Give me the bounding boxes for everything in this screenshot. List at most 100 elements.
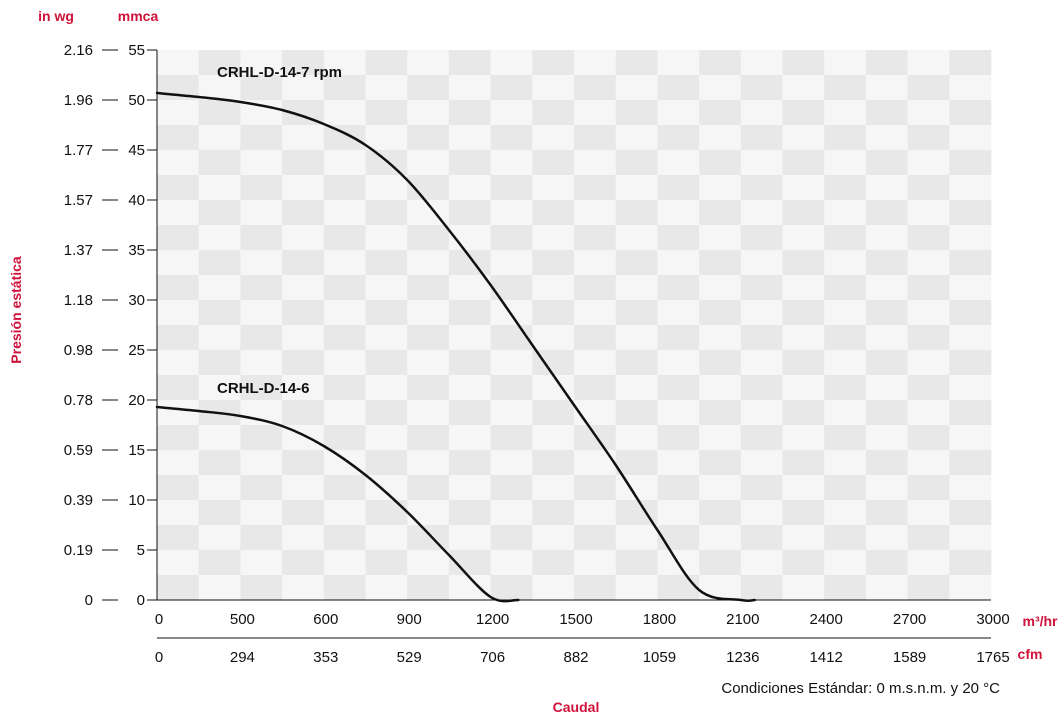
grid-cell xyxy=(490,425,533,451)
series-label-1: CRHL-D-14-7 rpm xyxy=(217,64,342,81)
grid-cell xyxy=(824,175,867,201)
y-tick-label-mmca: 40 xyxy=(128,192,145,209)
grid-cell xyxy=(574,300,616,326)
grid-cell xyxy=(699,350,742,376)
grid-cell xyxy=(949,475,992,501)
grid-cell xyxy=(865,75,908,101)
grid-cell xyxy=(365,500,408,526)
grid-cell xyxy=(365,50,408,76)
grid-cell xyxy=(323,150,366,176)
grid-cell xyxy=(532,450,575,476)
grid-cell xyxy=(198,525,241,551)
y-tick-label-inwg: 1.77 xyxy=(64,142,93,159)
grid-cell xyxy=(532,475,575,501)
x-tick-label-cfm: 882 xyxy=(563,649,588,666)
grid-cell xyxy=(448,500,491,526)
grid-cell xyxy=(782,350,825,376)
y-tick-label-inwg: 0.78 xyxy=(64,392,93,409)
x-tick-label-cfm: 706 xyxy=(480,649,505,666)
grid-cell xyxy=(490,50,533,76)
grid-cell xyxy=(282,50,325,76)
grid-cell xyxy=(157,375,199,401)
grid-cell xyxy=(323,125,366,151)
grid-cell xyxy=(198,125,241,151)
grid-cell xyxy=(407,125,450,151)
labels-layer: 0050.19100.39150.59200.78250.98301.18351… xyxy=(8,8,1058,715)
y-unit-right: mmca xyxy=(118,8,159,24)
grid-cell xyxy=(282,400,325,426)
x-tick-label-cfm: 1059 xyxy=(643,649,676,666)
grid-cell xyxy=(740,100,783,126)
grid-cell xyxy=(448,100,491,126)
x-tick-label-m3hr: 1500 xyxy=(559,611,592,628)
grid-cell xyxy=(782,250,825,276)
grid-cell xyxy=(907,100,950,126)
grid-cell xyxy=(574,400,616,426)
grid-cell xyxy=(157,150,199,176)
grid-cell xyxy=(490,350,533,376)
grid-cell xyxy=(949,525,992,551)
grid-cell xyxy=(490,525,533,551)
grid-cell xyxy=(448,75,491,101)
grid-cell xyxy=(365,350,408,376)
grid-cell xyxy=(949,450,992,476)
grid-cell xyxy=(323,50,366,76)
grid-cell xyxy=(198,75,241,101)
grid-cell xyxy=(657,500,700,526)
grid-cell xyxy=(365,200,408,226)
grid-cell xyxy=(323,275,366,301)
grid-cell xyxy=(448,150,491,176)
grid-cell xyxy=(865,525,908,551)
grid-cell xyxy=(323,175,366,201)
series-line-1 xyxy=(155,91,756,602)
grid-cell xyxy=(532,300,575,326)
grid-cell xyxy=(740,75,783,101)
grid-cell xyxy=(824,475,867,501)
grid-cell xyxy=(699,250,742,276)
grid-cell xyxy=(574,350,616,376)
grid-cell xyxy=(323,350,366,376)
grid-cell xyxy=(699,450,742,476)
grid-cell xyxy=(448,400,491,426)
grid-cell xyxy=(824,425,867,451)
grid-cell xyxy=(657,425,700,451)
x-tick-label-m3hr: 900 xyxy=(397,611,422,628)
grid-cell xyxy=(490,250,533,276)
grid-cell xyxy=(323,200,366,226)
grid-cell xyxy=(323,250,366,276)
grid-cell xyxy=(699,275,742,301)
grid-cell xyxy=(574,275,616,301)
x-tick-label-m3hr: 3000 xyxy=(976,611,1009,628)
grid-cell xyxy=(824,375,867,401)
grid-cell xyxy=(365,125,408,151)
grid-cell xyxy=(282,75,325,101)
grid-cell xyxy=(615,75,658,101)
grid-cell xyxy=(490,100,533,126)
grid-cell xyxy=(282,175,325,201)
grid-cell xyxy=(240,425,283,451)
grid-cell xyxy=(782,450,825,476)
grid-cell xyxy=(490,550,533,576)
grid-cell xyxy=(740,500,783,526)
grid-cell xyxy=(615,400,658,426)
grid-bands xyxy=(157,50,992,601)
grid-cell xyxy=(532,400,575,426)
grid-cell xyxy=(490,400,533,426)
grid-cell xyxy=(782,125,825,151)
grid-cell xyxy=(365,575,408,601)
grid-cell xyxy=(407,450,450,476)
grid-cell xyxy=(615,275,658,301)
x-tick-label-m3hr: 2100 xyxy=(726,611,759,628)
grid-cell xyxy=(865,175,908,201)
grid-cell xyxy=(574,175,616,201)
grid-cell xyxy=(699,375,742,401)
grid-cell xyxy=(824,400,867,426)
grid-cell xyxy=(657,250,700,276)
grid-cell xyxy=(740,200,783,226)
grid-cell xyxy=(824,300,867,326)
grid-cell xyxy=(282,450,325,476)
grid-cell xyxy=(532,50,575,76)
grid-cell xyxy=(198,175,241,201)
grid-cell xyxy=(532,275,575,301)
grid-cell xyxy=(740,400,783,426)
